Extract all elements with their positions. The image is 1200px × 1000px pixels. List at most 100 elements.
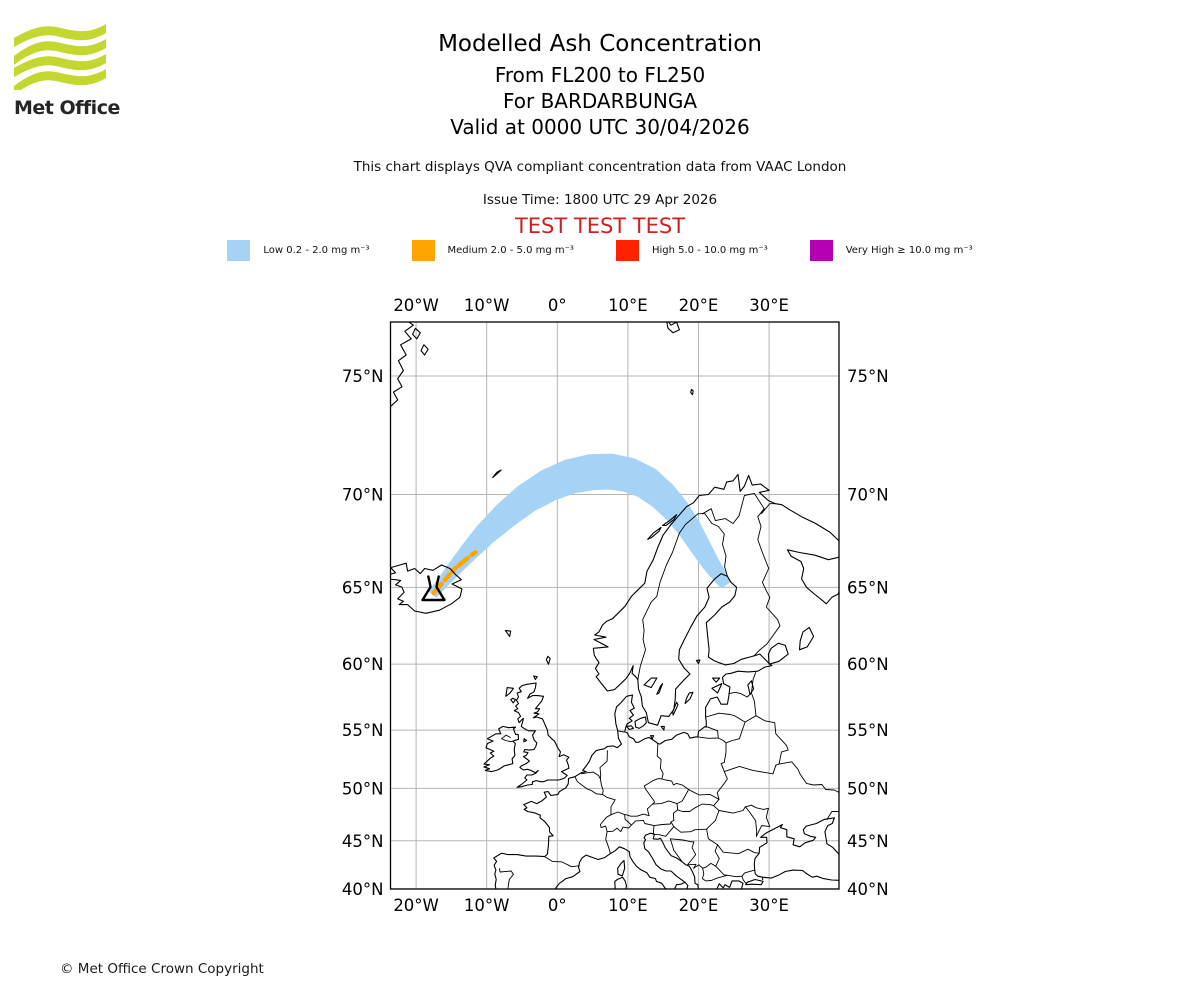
lat-tick-label-left: 70°N	[342, 485, 384, 504]
legend-label-very-high: Very High ≥ 10.0 mg m⁻³	[845, 245, 973, 256]
coastlines-path	[684, 691, 694, 705]
coastlines-path	[753, 817, 839, 878]
coastlines-path	[504, 629, 512, 638]
coastlines-path	[643, 832, 700, 889]
lat-tick-label-right: 40°N	[847, 880, 889, 899]
country-borders-path	[778, 761, 839, 793]
logo-wave-band	[14, 69, 106, 95]
lon-tick-label-bottom: 10°E	[608, 896, 648, 915]
legend-label-high: High 5.0 - 10.0 mg m⁻³	[651, 245, 768, 256]
test-banner: TEST TEST TEST	[514, 214, 686, 238]
coastlines-path	[666, 322, 680, 334]
country-borders-path	[717, 844, 760, 855]
country-borders	[498, 492, 839, 889]
legend: Low 0.2 - 2.0 mg m⁻³ Medium 2.0 - 5.0 mg …	[0, 240, 1200, 261]
lat-tick-label-left: 40°N	[342, 880, 384, 899]
coastlines-path	[712, 677, 721, 683]
legend-item-medium: Medium 2.0 - 5.0 mg m⁻³	[411, 240, 574, 261]
coastlines-path	[660, 725, 665, 731]
lat-tick-label-right: 60°N	[847, 655, 889, 674]
lat-tick-label-right: 45°N	[847, 832, 889, 851]
country-borders-path	[599, 750, 608, 780]
country-borders-path	[599, 778, 604, 795]
lat-tick-label-left: 75°N	[342, 367, 384, 386]
country-borders-path	[669, 838, 695, 843]
lon-tick-label-bottom: 0°	[548, 896, 567, 915]
country-borders-path	[693, 862, 717, 869]
country-borders-path	[728, 691, 752, 698]
country-borders-path	[653, 819, 675, 827]
coastlines-path	[420, 344, 429, 356]
country-borders-path	[706, 810, 720, 830]
country-borders-path	[725, 721, 746, 744]
lat-tick-label-left: 55°N	[342, 721, 384, 740]
coastlines-path	[745, 878, 764, 886]
country-borders-path	[652, 826, 675, 837]
coastlines-path	[661, 514, 678, 526]
country-borders-path	[744, 692, 757, 723]
country-borders-path	[714, 844, 720, 867]
volcano-marker	[421, 575, 446, 602]
met-office-logo-text: Met Office	[14, 97, 120, 119]
country-borders-path	[744, 806, 758, 837]
country-borders-path	[595, 793, 616, 816]
coastlines-path	[617, 859, 626, 877]
country-borders-path	[661, 778, 720, 800]
country-borders-path	[676, 789, 690, 805]
lat-tick-label-left: 45°N	[342, 832, 384, 851]
country-borders-path	[713, 805, 746, 814]
lat-tick-label-left: 65°N	[342, 578, 384, 597]
coastlines-path	[505, 687, 515, 697]
coastlines-path	[690, 388, 694, 396]
copyright: © Met Office Crown Copyright	[60, 961, 264, 977]
country-borders-path	[610, 803, 654, 817]
country-borders-path	[826, 811, 839, 820]
country-borders-path	[697, 726, 719, 739]
lon-tick-label-bottom: 20°E	[679, 896, 719, 915]
coastlines-path	[798, 626, 815, 651]
country-borders-path	[717, 737, 727, 744]
country-borders-path	[741, 875, 747, 885]
lon-tick-label-top: 0°	[548, 296, 567, 315]
coastlines-path	[614, 876, 628, 889]
country-borders-path	[702, 492, 776, 524]
issue-time: Issue Time: 1800 UTC 29 Apr 2026	[482, 192, 718, 208]
legend-label-low: Low 0.2 - 2.0 mg m⁻³	[263, 245, 370, 256]
legend-item-low: Low 0.2 - 2.0 mg m⁻³	[227, 240, 370, 261]
lon-tick-label-top: 20°E	[679, 296, 719, 315]
coastlines-path	[390, 322, 414, 408]
coastlines-path	[716, 880, 744, 889]
country-borders-path	[723, 764, 777, 775]
compliance-note: This chart displays QVA compliant concen…	[353, 159, 847, 175]
legend-swatch-low	[227, 240, 251, 261]
country-borders-path	[705, 712, 746, 723]
country-borders-path	[755, 715, 789, 766]
country-borders-path	[498, 868, 514, 889]
coastlines-path	[711, 683, 723, 694]
subtitle-volcano: For BARDARBUNGA	[502, 89, 698, 113]
coastlines-path	[390, 562, 463, 614]
logo-wave-band	[14, 39, 106, 65]
coastlines-path	[695, 659, 701, 665]
legend-item-very-high: Very High ≥ 10.0 mg m⁻³	[809, 240, 973, 261]
country-borders-path	[605, 831, 611, 854]
country-borders-path	[599, 814, 632, 833]
met-office-logo-waves-icon	[14, 24, 106, 95]
country-borders-path	[544, 856, 580, 868]
ash-plume-medium	[431, 550, 478, 596]
lon-tick-label-top: 10°W	[464, 296, 510, 315]
coastlines-path	[761, 869, 839, 881]
legend-label-medium: Medium 2.0 - 5.0 mg m⁻³	[447, 245, 574, 256]
country-borders-path	[755, 807, 771, 837]
lon-tick-label-top: 30°E	[749, 296, 789, 315]
country-borders-path	[701, 867, 728, 882]
coastlines-path	[412, 327, 421, 340]
country-borders-path	[715, 865, 756, 878]
lon-tick-label-bottom: 30°E	[749, 896, 789, 915]
coastlines-path	[554, 846, 667, 889]
subtitle-valid-time: Valid at 0000 UTC 30/04/2026	[450, 115, 750, 139]
country-borders-path	[753, 508, 781, 657]
country-borders-path	[643, 778, 663, 805]
